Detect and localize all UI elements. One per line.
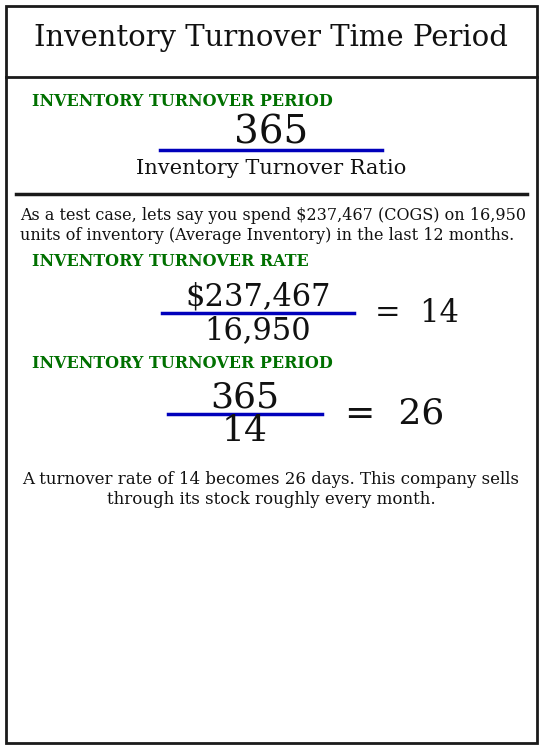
Text: =  14: = 14 xyxy=(375,299,459,330)
Text: 14: 14 xyxy=(222,414,268,448)
Text: 365: 365 xyxy=(211,380,280,414)
Text: Inventory Turnover Time Period: Inventory Turnover Time Period xyxy=(34,24,508,52)
Text: Inventory Turnover Ratio: Inventory Turnover Ratio xyxy=(136,160,406,178)
Text: INVENTORY TURNOVER PERIOD: INVENTORY TURNOVER PERIOD xyxy=(32,92,333,109)
Text: INVENTORY TURNOVER PERIOD: INVENTORY TURNOVER PERIOD xyxy=(32,354,333,372)
Text: 365: 365 xyxy=(234,115,308,151)
Text: 16,950: 16,950 xyxy=(205,315,311,347)
Text: INVENTORY TURNOVER RATE: INVENTORY TURNOVER RATE xyxy=(32,253,309,270)
Text: A turnover rate of 14 becomes 26 days. This company sells: A turnover rate of 14 becomes 26 days. T… xyxy=(22,470,520,488)
Text: through its stock roughly every month.: through its stock roughly every month. xyxy=(106,491,435,509)
Text: As a test case, lets say you spend $237,467 (COGS) on 16,950: As a test case, lets say you spend $237,… xyxy=(20,207,526,225)
Text: $237,467: $237,467 xyxy=(185,282,331,312)
Text: =  26: = 26 xyxy=(345,397,444,431)
Text: units of inventory (Average Inventory) in the last 12 months.: units of inventory (Average Inventory) i… xyxy=(20,228,514,244)
